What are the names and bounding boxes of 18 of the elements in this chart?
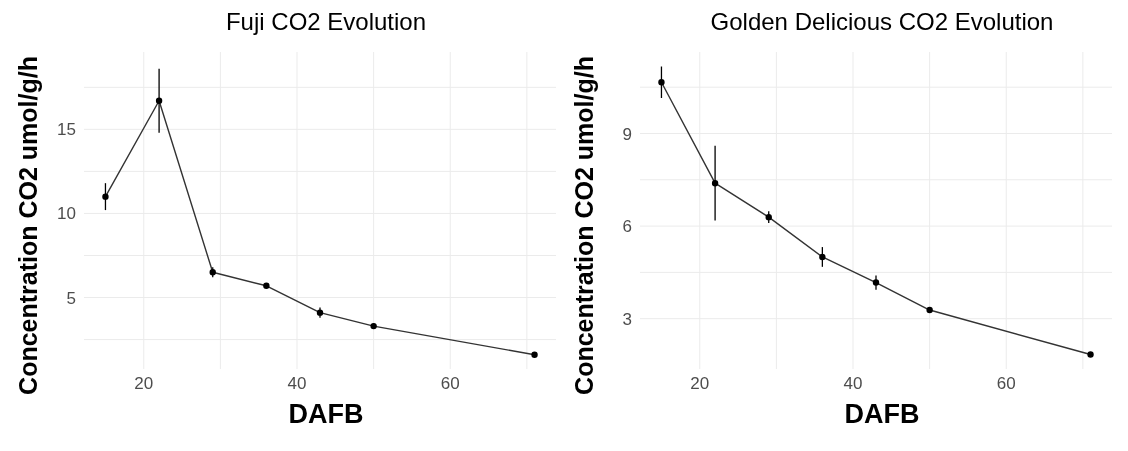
x-axis-title: DAFB [287, 399, 365, 431]
x-tick-label: 60 [996, 374, 1016, 394]
y-tick-label: 3 [622, 309, 632, 329]
x-tick-label: 60 [440, 374, 460, 394]
y-tick-label: 10 [57, 204, 76, 224]
y-axis-title: Concentration CO2 umol/g/h [569, 56, 599, 395]
y-tick-label: 9 [622, 124, 632, 144]
x-tick-label: 40 [843, 374, 863, 394]
x-tick-label: 40 [287, 374, 307, 394]
chart-title: Golden Delicious CO2 Evolution [709, 8, 1055, 37]
x-tick-label: 20 [134, 374, 154, 394]
y-axis-title: Concentration CO2 umol/g/h [13, 56, 43, 395]
chart-title: Fuji CO2 Evolution [224, 8, 428, 37]
x-tick-label: 20 [690, 374, 710, 394]
x-axis-title: DAFB [843, 399, 921, 431]
y-tick-label: 5 [66, 288, 76, 308]
y-tick-label: 15 [57, 120, 76, 140]
y-tick-label: 6 [622, 217, 632, 237]
